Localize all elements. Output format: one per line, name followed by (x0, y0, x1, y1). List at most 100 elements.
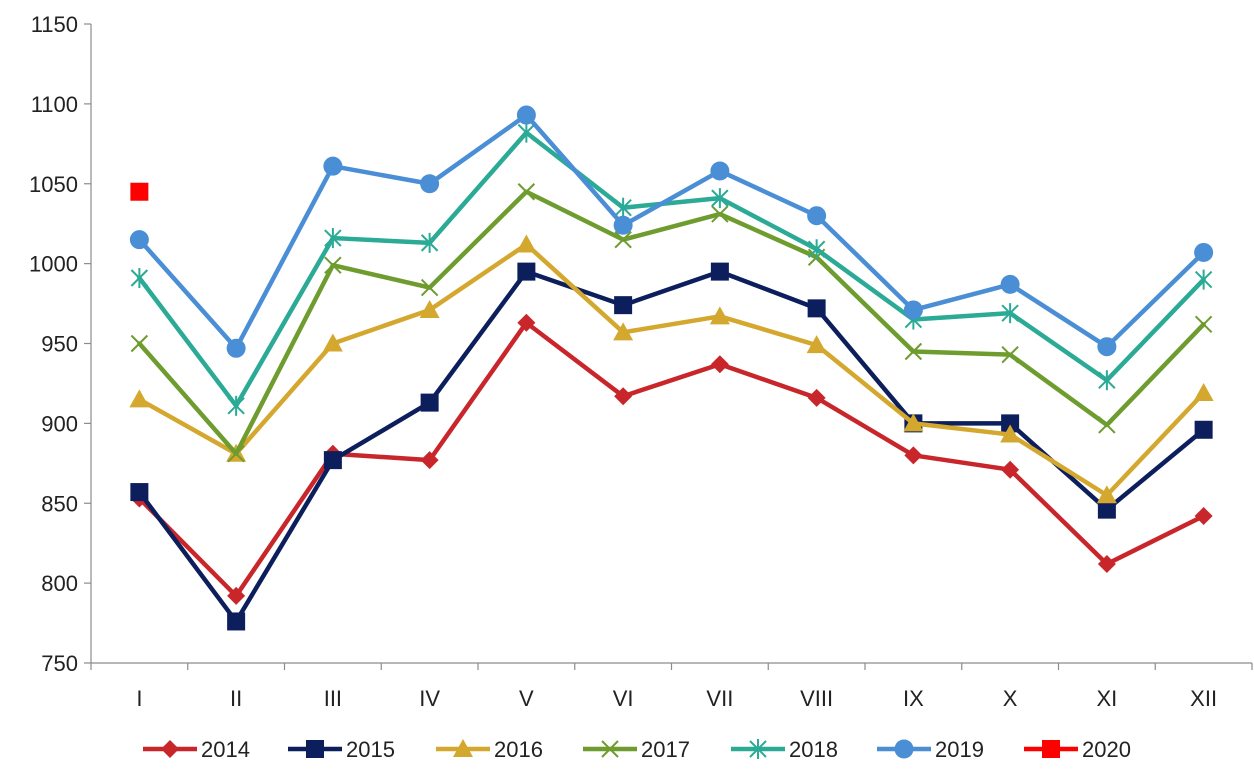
data-point (613, 215, 633, 235)
x-tick-label: VIII (800, 686, 833, 711)
marker-stroke (227, 445, 245, 463)
y-tick-label: 1150 (31, 12, 78, 37)
series-2019 (129, 105, 1214, 358)
legend-marker (1042, 740, 1060, 758)
data-point (130, 483, 149, 502)
data-point (1194, 420, 1213, 439)
marker-stroke (711, 205, 729, 223)
data-point (324, 256, 342, 274)
data-point (129, 230, 149, 250)
series-2018 (130, 122, 1213, 416)
marker-stroke (420, 278, 439, 297)
data-point (903, 413, 924, 432)
data-point (1097, 500, 1116, 519)
y-tick-label: 850 (41, 491, 78, 516)
series-line-2018 (137, 130, 1206, 409)
data-point (130, 182, 149, 201)
series-line-2019 (137, 112, 1206, 351)
data-point (419, 299, 440, 318)
data-point (1001, 414, 1020, 433)
data-point (613, 322, 634, 341)
legend-item-2014: 2014 (143, 737, 250, 762)
x-tick-label: XII (1190, 686, 1217, 711)
marker-stroke (1098, 416, 1116, 434)
marker-stroke (614, 230, 632, 249)
marker-stroke (130, 334, 149, 353)
legend-item-2020: 2020 (1024, 737, 1131, 762)
marker-stroke (1194, 315, 1213, 334)
data-point (420, 278, 439, 297)
legend-label: 2019 (935, 737, 984, 762)
data-point (227, 586, 246, 605)
series-layer (129, 105, 1214, 631)
data-point (711, 205, 729, 223)
data-point (226, 338, 246, 358)
x-tick-label: I (136, 686, 142, 711)
data-point (227, 395, 245, 416)
data-point (130, 268, 149, 289)
legend-item-2019: 2019 (877, 737, 984, 762)
data-point (807, 388, 826, 407)
data-point (614, 230, 632, 249)
data-point (130, 334, 149, 353)
marker-stroke (904, 342, 923, 361)
data-point (1097, 554, 1116, 573)
x-tick-label: IV (419, 686, 440, 711)
data-point (614, 197, 632, 218)
data-point (903, 300, 923, 320)
data-point (420, 232, 439, 253)
data-point (1194, 269, 1213, 290)
data-point (710, 355, 729, 374)
series-line-2017 (137, 189, 1206, 456)
data-point (324, 228, 342, 249)
data-point (1194, 315, 1213, 334)
data-point (904, 342, 923, 361)
y-tick-label: 800 (41, 571, 78, 596)
data-point (711, 188, 729, 209)
y-tick-label: 1100 (31, 92, 78, 117)
data-point (516, 105, 536, 125)
data-point (323, 451, 342, 470)
x-tick-label: XI (1096, 686, 1117, 711)
x-tick-label: IX (903, 686, 924, 711)
data-point (807, 299, 826, 318)
marker-stroke (601, 740, 619, 758)
x-tick-label: III (324, 686, 342, 711)
series-2014 (130, 313, 1213, 605)
data-point (1097, 337, 1117, 357)
legend-label: 2014 (201, 737, 250, 762)
data-point (806, 335, 827, 354)
legend-marker (306, 740, 324, 758)
series-2020 (130, 182, 149, 201)
legend-marker (161, 740, 179, 758)
series-line-2015 (137, 269, 1206, 624)
x-tick-label: X (1003, 686, 1018, 711)
data-point (517, 313, 536, 332)
legend-marker (749, 739, 767, 759)
data-point (227, 445, 245, 463)
series-2015 (130, 262, 1213, 631)
legend-marker (894, 739, 914, 759)
legend-item-2016: 2016 (436, 737, 543, 762)
data-point (1194, 242, 1214, 262)
data-point (227, 612, 246, 631)
data-point (807, 206, 827, 226)
legend-item-2018: 2018 (731, 737, 838, 762)
y-tick-label: 1050 (29, 172, 78, 197)
series-line-2016 (137, 242, 1206, 498)
data-point (517, 183, 536, 201)
y-tick-label: 1000 (29, 252, 78, 277)
data-point (807, 239, 826, 260)
y-tick-label: 950 (41, 332, 78, 357)
data-point (516, 234, 537, 253)
data-point (1001, 460, 1020, 479)
data-point (517, 262, 536, 281)
data-point (420, 393, 439, 412)
marker-stroke (517, 183, 536, 201)
legend-label: 2018 (789, 737, 838, 762)
x-tick-label: V (519, 686, 534, 711)
data-point (709, 306, 730, 325)
